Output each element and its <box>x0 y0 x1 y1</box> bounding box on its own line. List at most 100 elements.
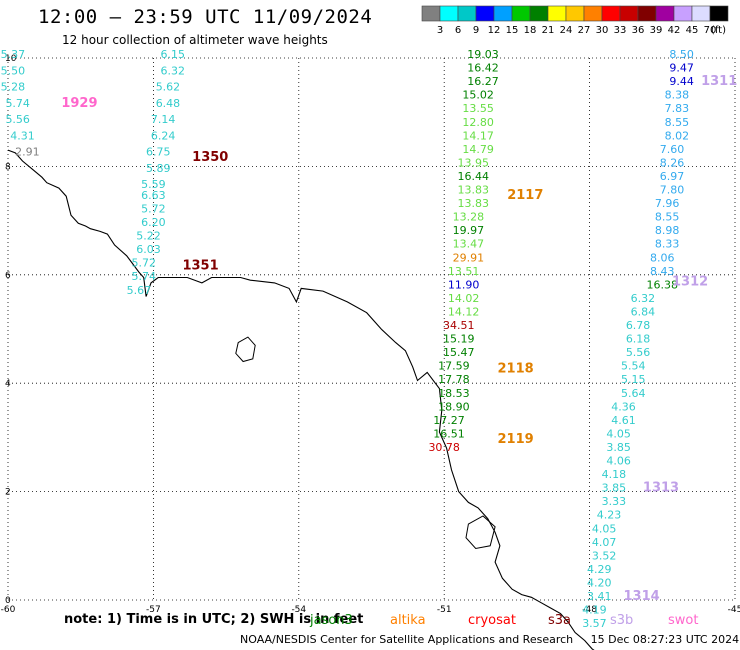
wave-height-value: 18.90 <box>438 400 470 413</box>
pass-number-label: 1929 <box>61 96 97 111</box>
pass-track-1314: 4.054.073.524.294.203.414.193.57 1314 <box>582 522 660 630</box>
wave-height-value: 17.59 <box>438 360 470 373</box>
satellite-legend-s3a: s3a <box>548 613 572 628</box>
wave-height-value: 5.15 <box>621 373 646 386</box>
colorbar-label: 36 <box>632 25 645 36</box>
pass-number-label: 2118 <box>498 361 534 376</box>
page-subtitle: 12 hour collection of altimeter wave hei… <box>62 33 328 47</box>
wave-height-value: 5.62 <box>156 81 181 94</box>
wave-height-value: 4.18 <box>602 468 627 481</box>
colorbar-label: 21 <box>542 25 555 36</box>
wave-height-value: 18.53 <box>438 387 470 400</box>
wave-height-value: 29.91 <box>453 251 485 264</box>
satellite-legend-jason3: jason3 <box>310 613 353 628</box>
pass-number-label: 2117 <box>507 188 543 203</box>
graticule: -60 -57 -54 -51 -48 -45 0 2 4 6 8 10 <box>1 54 740 615</box>
wave-height-value: 7.60 <box>660 143 685 156</box>
wave-height-value: 8.33 <box>655 238 680 251</box>
wave-height-value: 4.23 <box>597 509 622 522</box>
wave-height-value: 13.28 <box>453 211 485 224</box>
wave-height-value: 8.98 <box>655 224 680 237</box>
wave-height-value: 5.22 <box>136 230 161 243</box>
wave-height-value: 8.55 <box>665 116 690 129</box>
wave-height-value: 9.47 <box>669 62 694 75</box>
colorbar-label: 39 <box>650 25 663 36</box>
wave-height-value: 16.27 <box>467 75 499 88</box>
wave-height-value: 5.72 <box>131 257 156 270</box>
wave-height-value: 5.67 <box>127 284 152 297</box>
wave-height-value: 5.64 <box>621 387 646 400</box>
coastline <box>7 149 595 650</box>
wave-height-value: 5.74 <box>5 97 30 110</box>
colorbar-label: 70 <box>704 25 717 36</box>
pass-track-1929: 5.37 5.50 5.28 5.74 5.56 4.31 2.91 1929 <box>1 48 98 159</box>
wave-height-value: 5.59 <box>141 178 166 191</box>
colorbar-label: 27 <box>578 25 591 36</box>
wave-height-value: 12.80 <box>462 116 494 129</box>
wave-height-value: 8.43 <box>650 265 675 278</box>
wave-height-value: 4.36 <box>611 400 636 413</box>
wave-height-value: 6.75 <box>146 146 171 159</box>
wave-height-value: 19.97 <box>453 224 485 237</box>
satellite-legend-s3b: s3b <box>610 613 634 628</box>
satellite-legend-altika: altika <box>390 613 426 628</box>
pass-track-1350: 6.15 6.32 5.62 6.48 7.14 6.24 6.75 5.89 5.596.63… <box>141 48 228 202</box>
pass-number-label: 1312 <box>672 275 708 290</box>
wave-height-value: 6.48 <box>156 97 181 110</box>
satellite-legend-cryosat: cryosat <box>468 613 516 628</box>
wave-height-value: 5.56 <box>5 113 30 126</box>
wave-height-value: 11.90 <box>448 278 480 291</box>
wave-height-value: 6.24 <box>151 129 176 142</box>
colorbar-label: 18 <box>524 25 537 36</box>
wave-height-value: 3.33 <box>602 495 627 508</box>
colorbar-label: 12 <box>488 25 501 36</box>
wave-height-value: 5.56 <box>626 346 651 359</box>
lat-tick-label: 0 <box>5 596 11 606</box>
wave-height-value: 3.85 <box>606 441 631 454</box>
pass-track-1311: 8.509.479.448.387.838.558.027.608.266.97… <box>647 48 738 291</box>
lon-tick-label: -45 <box>728 605 740 615</box>
coastal-island <box>465 515 496 550</box>
pass-track-2117: 19.0316.4216.2715.0213.5512.8014.1714.79… <box>448 48 544 318</box>
wave-height-value: 6.32 <box>161 64 186 77</box>
wave-height-value: 8.26 <box>660 156 685 169</box>
pass-number-label: 1311 <box>701 74 737 89</box>
wave-height-value: 16.51 <box>433 427 465 440</box>
wave-height-value: 7.14 <box>151 113 176 126</box>
footer-credit: NOAA/NESDIS Center for Satellite Applica… <box>240 633 740 646</box>
wave-height-value: 6.18 <box>626 333 651 346</box>
pass-number-label: 1313 <box>643 481 679 496</box>
colorbar-label: 33 <box>614 25 627 36</box>
wave-height-value: 16.38 <box>647 278 679 291</box>
lat-tick-label: 2 <box>5 488 11 498</box>
wave-height-value: 30.78 <box>428 441 460 454</box>
wave-height-value: 15.02 <box>462 89 494 102</box>
wave-height-value: 8.06 <box>650 251 675 264</box>
wave-height-value: 3.41 <box>587 590 612 603</box>
wave-height-value: 6.20 <box>141 216 166 229</box>
colorbar-label: 9 <box>473 25 479 36</box>
wave-height-value: 17.78 <box>438 373 470 386</box>
wave-height-value: 19.03 <box>467 48 499 61</box>
wave-height-value: 6.03 <box>136 243 161 256</box>
colorbar-label: 3 <box>437 25 443 36</box>
lat-tick-label: 4 <box>5 379 11 389</box>
wave-height-value: 8.38 <box>665 89 690 102</box>
colorbar-label: 6 <box>455 25 461 36</box>
wave-height-value: 2.91 <box>15 146 40 159</box>
wave-height-value: 6.84 <box>631 305 656 318</box>
satellite-legend-swot: swot <box>668 613 699 628</box>
wave-height-value: 5.72 <box>141 202 166 215</box>
wave-height-value: 6.63 <box>141 189 166 202</box>
wave-height-value: 4.05 <box>606 427 631 440</box>
colorbar-label: 15 <box>506 25 519 36</box>
wave-height-value: 4.05 <box>592 522 617 535</box>
wave-height-value: 14.02 <box>448 292 480 305</box>
wave-height-value: 4.31 <box>10 129 35 142</box>
colorbar-label: 45 <box>686 25 699 36</box>
wave-height-value: 9.44 <box>669 75 694 88</box>
wave-height-value: 7.83 <box>665 102 690 115</box>
lon-tick-label: -48 <box>582 605 597 615</box>
